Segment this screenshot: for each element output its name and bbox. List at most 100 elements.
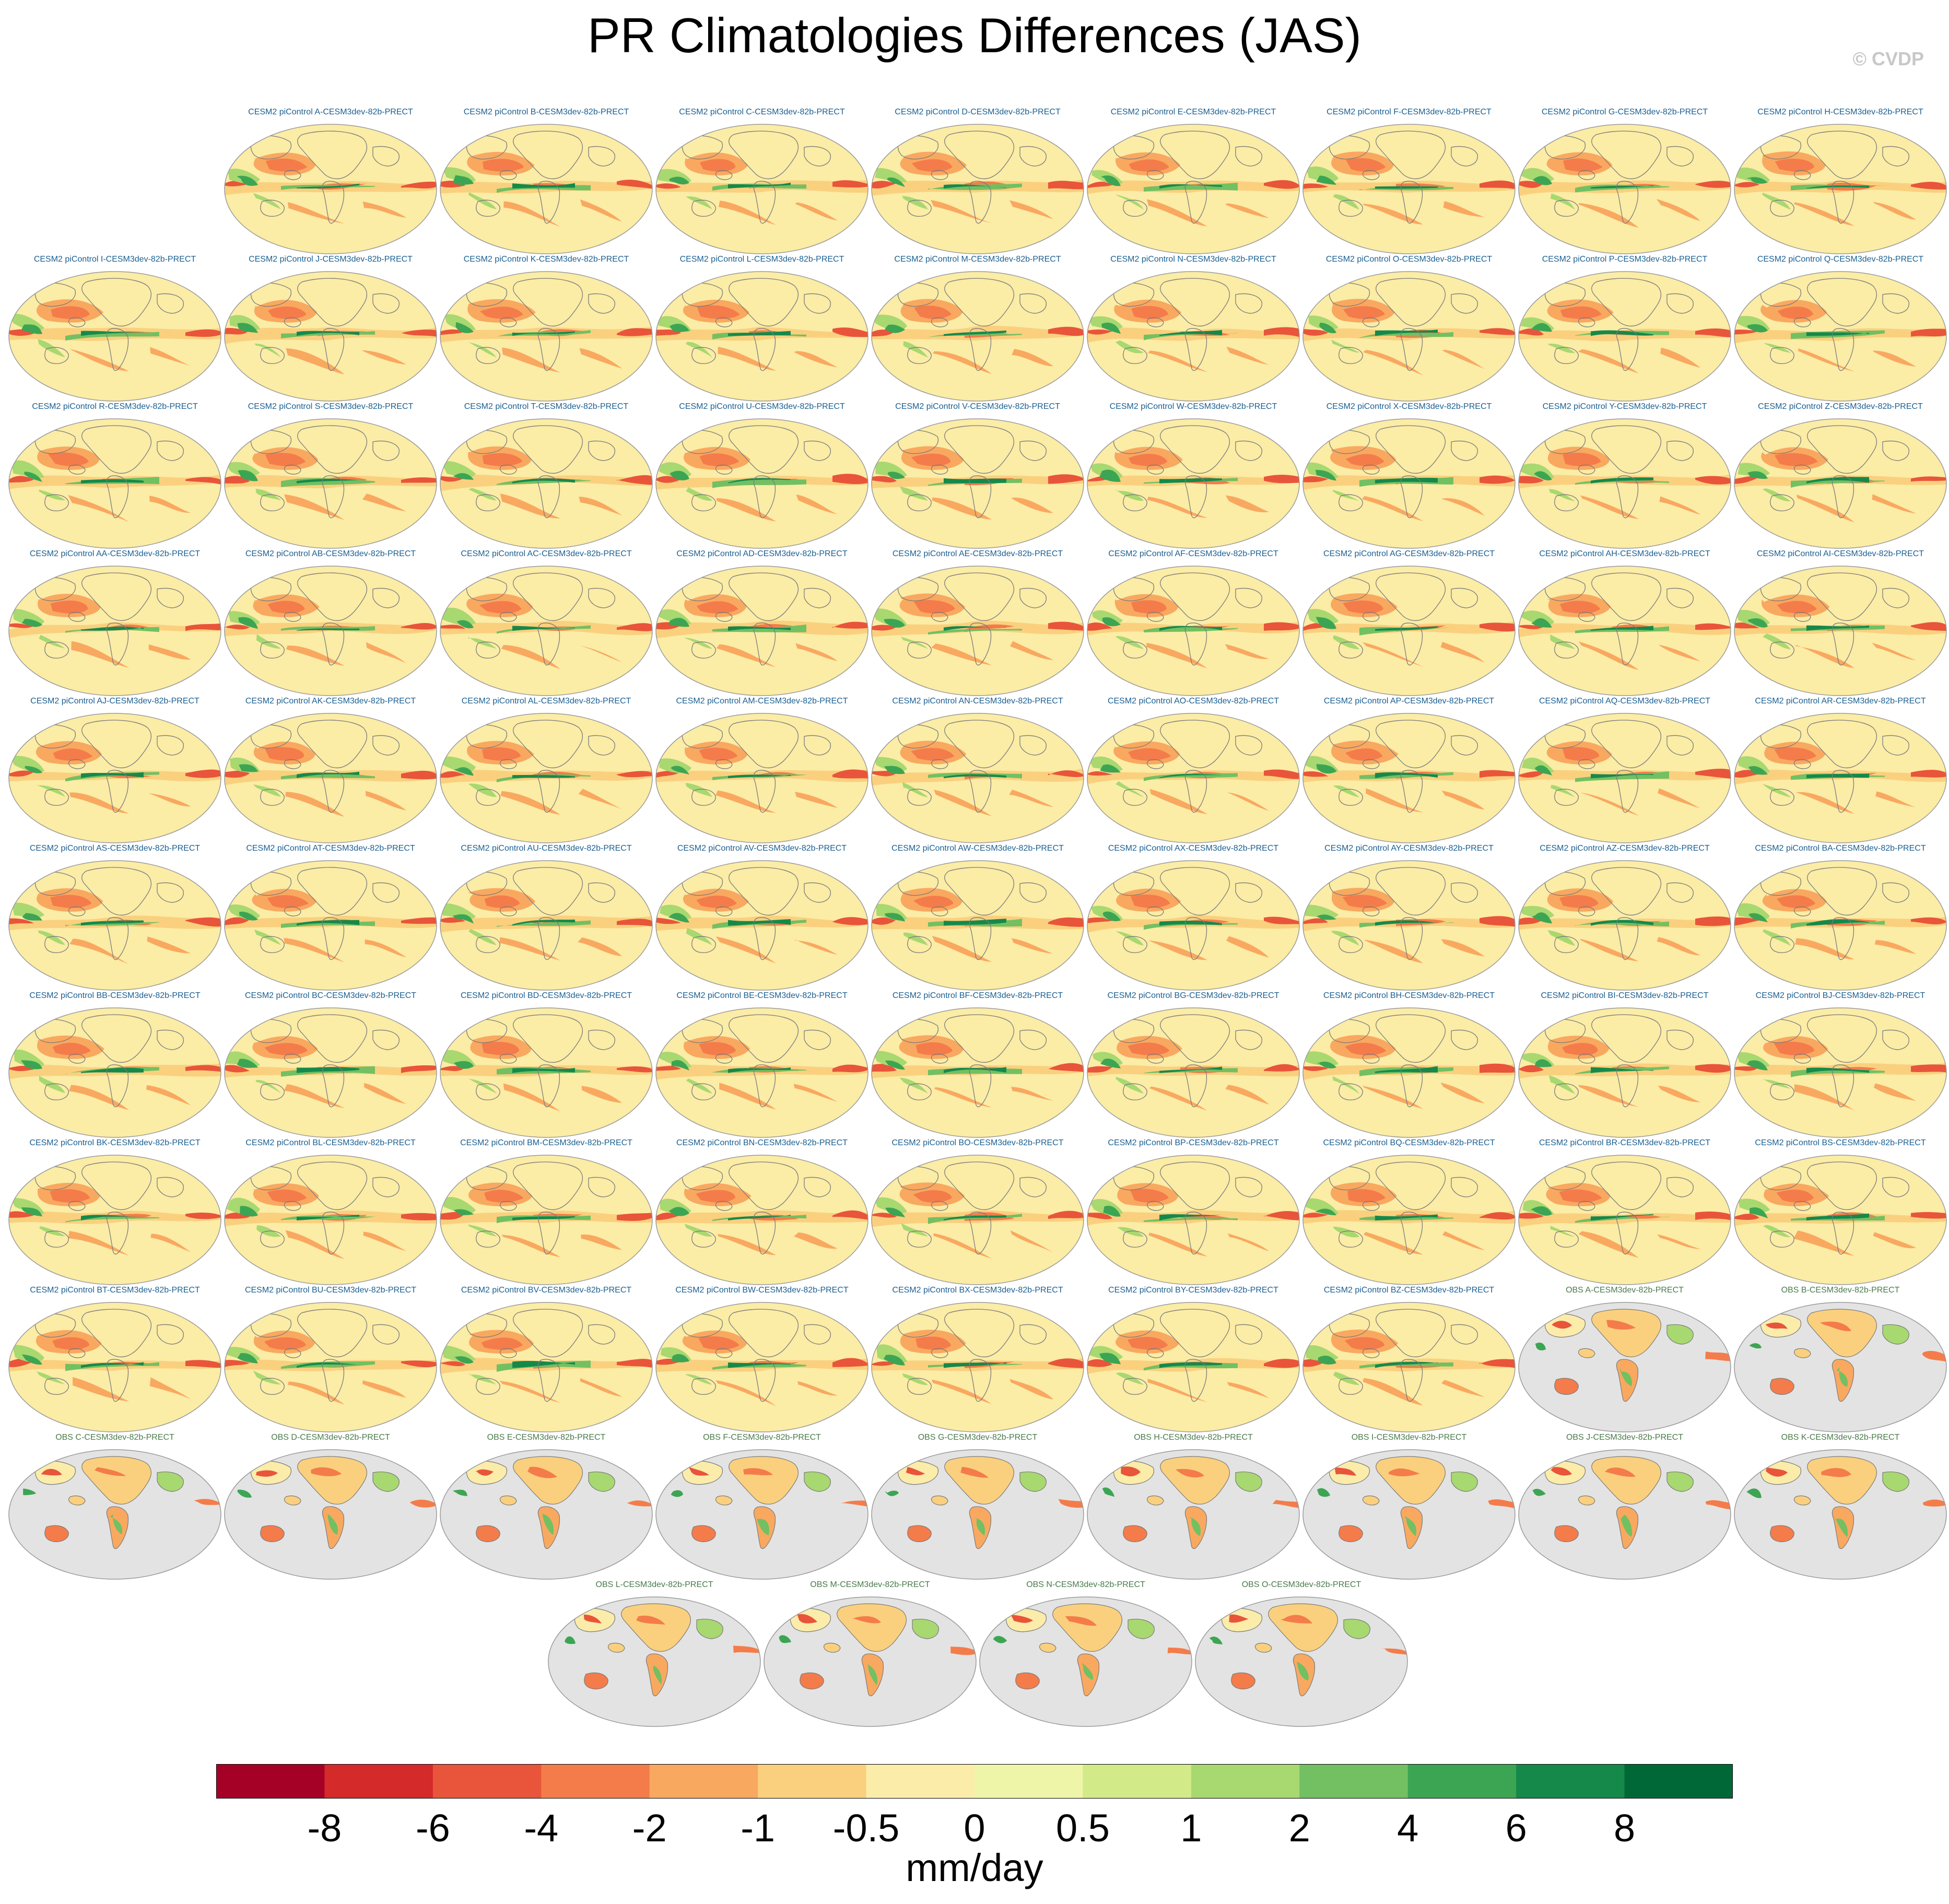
map-panel: CESM2 piControl BF-CESM3dev-82b-PRECT [871,991,1085,1138]
panel-title: CESM2 piControl AT-CESM3dev-82b-PRECT [246,844,415,853]
panel-title: OBS H-CESM3dev-82b-PRECT [1134,1433,1253,1442]
map-panel: CESM2 piControl P-CESM3dev-82b-PRECT [1518,255,1732,402]
map-panel: OBS J-CESM3dev-82b-PRECT [1518,1433,1732,1580]
map-plot [224,566,437,696]
colorbar-tick-label: 6 [1505,1806,1527,1850]
map-plot [1734,271,1947,402]
panel-title: CESM2 piControl J-CESM3dev-82b-PRECT [249,255,413,264]
panel-title: CESM2 piControl AM-CESM3dev-82b-PRECT [676,697,848,706]
map-plot [655,1302,868,1432]
map-panel: CESM2 piControl BB-CESM3dev-82b-PRECT [8,991,222,1138]
panel-title: CESM2 piControl I-CESM3dev-82b-PRECT [33,255,196,264]
colorbar-swatch [1083,1764,1192,1799]
map-plot [548,1596,761,1727]
panel-title: CESM2 piControl BA-CESM3dev-82b-PRECT [1755,844,1926,853]
colorbar-swatch [1299,1764,1408,1799]
map-plot [1734,1007,1947,1138]
map-panel: OBS D-CESM3dev-82b-PRECT [224,1433,438,1580]
panel-title: CESM2 piControl K-CESM3dev-82b-PRECT [463,255,629,264]
map-plot [224,860,437,991]
map-plot [224,271,437,402]
map-panel: CESM2 piControl AE-CESM3dev-82b-PRECT [871,549,1085,697]
map-panel: CESM2 piControl BC-CESM3dev-82b-PRECT [224,991,438,1138]
panel-title: CESM2 piControl AJ-CESM3dev-82b-PRECT [30,697,199,706]
colorbar-swatch [1516,1764,1625,1799]
map-plot [655,1007,868,1138]
map-panel: CESM2 piControl AL-CESM3dev-82b-PRECT [439,697,653,844]
map-panel: CESM2 piControl G-CESM3dev-82b-PRECT [1518,108,1732,255]
panel-title: CESM2 piControl AK-CESM3dev-82b-PRECT [245,697,416,706]
panel-title: CESM2 piControl G-CESM3dev-82b-PRECT [1541,108,1708,116]
colorbar-tick-label: 0.5 [1055,1806,1110,1850]
map-plot [1734,713,1947,843]
map-plot [1518,566,1731,696]
map-panel: CESM2 piControl BZ-CESM3dev-82b-PRECT [1302,1286,1516,1433]
map-plot [655,1155,868,1285]
colorbar-swatch [649,1764,758,1799]
panel-title: CESM2 piControl N-CESM3dev-82b-PRECT [1110,255,1276,264]
panel-title: CESM2 piControl AQ-CESM3dev-82b-PRECT [1539,697,1711,706]
map-plot [1302,860,1516,991]
map-plot [1087,1302,1300,1432]
panel-title: CESM2 piControl AI-CESM3dev-82b-PRECT [1756,549,1924,558]
panel-title: CESM2 piControl M-CESM3dev-82b-PRECT [894,255,1061,264]
colorbar-units: mm/day [906,1846,1043,1889]
colorbar-swatch [541,1764,650,1799]
map-plot [1518,271,1731,402]
map-panel: CESM2 piControl AP-CESM3dev-82b-PRECT [1302,697,1516,844]
map-plot [1518,1155,1731,1285]
panel-title: CESM2 piControl BJ-CESM3dev-82b-PRECT [1755,991,1925,1000]
map-panel: CESM2 piControl I-CESM3dev-82b-PRECT [8,255,222,402]
map-plot [1302,1155,1516,1285]
map-plot [1734,1449,1947,1580]
map-panel: CESM2 piControl Q-CESM3dev-82b-PRECT [1733,255,1947,402]
map-plot [1302,1302,1516,1432]
map-plot [8,860,221,991]
map-plot [1087,1155,1300,1285]
panel-title: OBS C-CESM3dev-82b-PRECT [55,1433,174,1442]
colorbar-tick-label: 8 [1613,1806,1636,1850]
map-panel: CESM2 piControl BP-CESM3dev-82b-PRECT [1086,1138,1300,1286]
map-panel: CESM2 piControl T-CESM3dev-82b-PRECT [439,402,653,549]
map-plot [1087,713,1300,843]
map-plot [1734,124,1947,254]
map-plot [224,1302,437,1432]
map-panel: CESM2 piControl M-CESM3dev-82b-PRECT [871,255,1085,402]
map-panel: OBS I-CESM3dev-82b-PRECT [1302,1433,1516,1580]
panel-title: CESM2 piControl S-CESM3dev-82b-PRECT [248,402,414,411]
map-plot [871,1007,1084,1138]
map-plot [440,1302,653,1432]
panel-title: CESM2 piControl AB-CESM3dev-82b-PRECT [245,549,416,558]
map-panel: CESM2 piControl W-CESM3dev-82b-PRECT [1086,402,1300,549]
map-panel: CESM2 piControl AR-CESM3dev-82b-PRECT [1733,697,1947,844]
map-plot [1195,1596,1408,1727]
panel-title: CESM2 piControl BY-CESM3dev-82b-PRECT [1108,1286,1278,1295]
map-panel: CESM2 piControl AF-CESM3dev-82b-PRECT [1086,549,1300,697]
panel-title: CESM2 piControl U-CESM3dev-82b-PRECT [679,402,845,411]
map-panel: OBS O-CESM3dev-82b-PRECT [1194,1580,1408,1727]
map-panel: CESM2 piControl AC-CESM3dev-82b-PRECT [439,549,653,697]
panel-title: CESM2 piControl AP-CESM3dev-82b-PRECT [1323,697,1495,706]
panel-title: CESM2 piControl BP-CESM3dev-82b-PRECT [1108,1138,1279,1147]
colorbar-tick-label: -8 [307,1806,342,1850]
map-panel: OBS M-CESM3dev-82b-PRECT [763,1580,977,1727]
panel-title: CESM2 piControl BM-CESM3dev-82b-PRECT [460,1138,632,1147]
map-plot [1302,1007,1516,1138]
panel-title: CESM2 piControl E-CESM3dev-82b-PRECT [1110,108,1276,116]
colorbar-swatch [432,1764,542,1799]
map-plot [871,1449,1084,1580]
map-plot [8,418,221,549]
map-panel: CESM2 piControl Z-CESM3dev-82b-PRECT [1733,402,1947,549]
map-panel: CESM2 piControl AT-CESM3dev-82b-PRECT [224,844,438,991]
colorbar-outline [216,1764,1733,1799]
colorbar-swatch [974,1764,1083,1799]
map-plot [440,1007,653,1138]
colorbar-tick-label: 1 [1180,1806,1202,1850]
map-plot [871,271,1084,402]
colorbar-swatch [758,1764,867,1799]
map-panel: CESM2 piControl AV-CESM3dev-82b-PRECT [655,844,869,991]
panel-title: CESM2 piControl BN-CESM3dev-82b-PRECT [676,1138,848,1147]
map-panel: CESM2 piControl J-CESM3dev-82b-PRECT [224,255,438,402]
panel-title: OBS D-CESM3dev-82b-PRECT [271,1433,390,1442]
